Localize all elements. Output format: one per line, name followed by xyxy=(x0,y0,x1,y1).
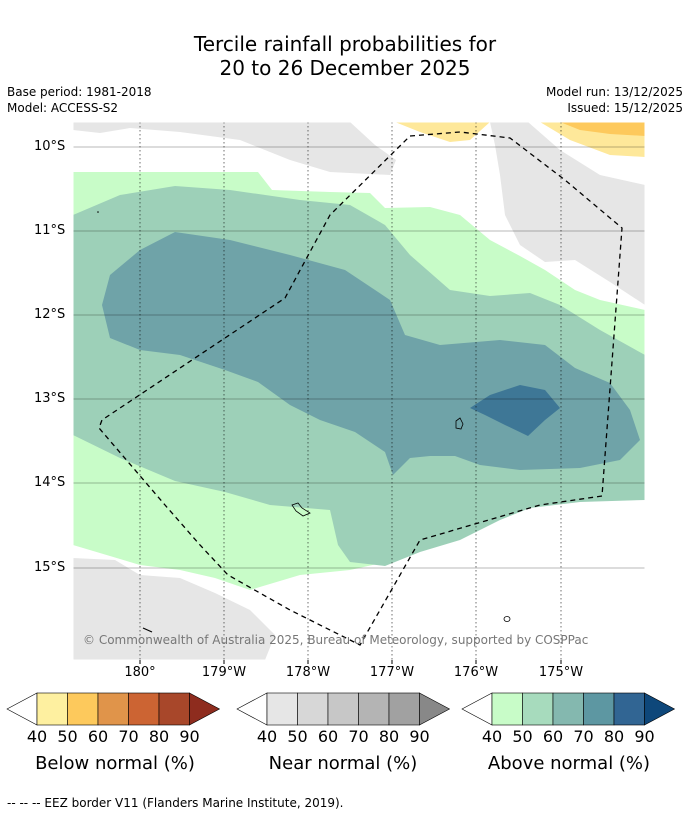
colorbar-above-tick: 90 xyxy=(634,727,655,746)
colorbar-near-min-extend xyxy=(236,692,268,726)
colorbar-above-segment xyxy=(522,692,554,726)
colorbar-above xyxy=(461,692,676,726)
lat-label-15s: 15°S xyxy=(34,560,66,575)
lat-label-11s: 11°S xyxy=(34,223,66,238)
lon-label-175w: 175°W xyxy=(538,665,584,680)
colorbar-below xyxy=(6,692,221,726)
near-normal-region-bottom-left xyxy=(73,558,275,660)
model-run: Model run: 13/12/2025 xyxy=(545,85,683,99)
colorbar-near-segment xyxy=(419,692,451,726)
colorbar-near-segment xyxy=(266,692,298,726)
island-c xyxy=(503,616,511,622)
colorbar-below-tick: 50 xyxy=(57,727,78,746)
colorbar-near-tick: 60 xyxy=(317,727,339,746)
island-e xyxy=(97,211,99,213)
lat-label-12s: 12°S xyxy=(34,307,66,322)
lon-label-178w: 178°W xyxy=(285,665,331,680)
colorbar-near-tick: 40 xyxy=(256,727,278,746)
colorbar-near-segment xyxy=(388,692,420,726)
colorbar-above-tick: 80 xyxy=(603,727,625,746)
lon-tick-marks xyxy=(139,660,562,664)
colorbar-below-tick: 80 xyxy=(148,727,170,746)
colorbar-below-segment xyxy=(97,692,129,726)
copyright-notice: © Commonwealth of Australia 2025, Bureau… xyxy=(83,633,589,647)
colorbar-above-tick: 70 xyxy=(573,727,594,746)
colorbar-near-label: Near normal (%) xyxy=(268,753,418,774)
lat-label-14s: 14°S xyxy=(34,475,66,490)
lon-label-177w: 177°W xyxy=(369,665,415,680)
colorbar-near-segment xyxy=(358,692,390,726)
colorbar-below-min-extend xyxy=(6,692,38,726)
colorbar-below-segment xyxy=(67,692,99,726)
lon-label-176w: 176°W xyxy=(453,665,499,680)
colorbar-above-tick: 60 xyxy=(542,727,564,746)
colorbar-above-segment xyxy=(552,692,584,726)
colorbar-near-tick: 70 xyxy=(348,727,369,746)
colorbar-above-segment xyxy=(613,692,645,726)
colorbar-near-tick: 90 xyxy=(409,727,430,746)
colorbar-below-segment xyxy=(128,692,160,726)
model-name: Model: ACCESS-S2 xyxy=(7,101,119,115)
island-a xyxy=(455,417,464,430)
colorbar-above-segment xyxy=(644,692,676,726)
colorbar-near-segment xyxy=(327,692,359,726)
lat-gridlines xyxy=(73,146,645,569)
colorbar-above-tick: 40 xyxy=(481,727,503,746)
colorbar-above-label: Above normal (%) xyxy=(487,753,651,774)
colorbar-below-label: Below normal (%) xyxy=(35,753,195,774)
colorbar-below-tick: 60 xyxy=(87,727,109,746)
colorbar-below-segment xyxy=(36,692,68,726)
colorbar-below-tick: 90 xyxy=(179,727,200,746)
eez-footnote: -- -- -- EEZ border V11 (Flanders Marine… xyxy=(7,796,344,810)
colorbar-below-segment xyxy=(158,692,190,726)
colorbar-near-tick: 80 xyxy=(378,727,400,746)
map-title-line2: 20 to 26 December 2025 xyxy=(219,56,471,80)
near-normal-region-top-left xyxy=(73,122,396,175)
issued-date: Issued: 15/12/2025 xyxy=(567,101,683,115)
lon-label-180: 180° xyxy=(124,665,156,680)
island-d xyxy=(142,627,153,633)
below-normal-region-top xyxy=(395,122,645,157)
colorbar-above-segment xyxy=(583,692,615,726)
colorbar-above-tick: 50 xyxy=(512,727,533,746)
colorbar-near-tick: 50 xyxy=(287,727,308,746)
colorbars xyxy=(6,692,676,726)
island-b xyxy=(291,502,311,517)
colorbar-above-min-extend xyxy=(461,692,493,726)
below-normal-50-region-top xyxy=(560,122,645,136)
lat-label-13s: 13°S xyxy=(34,391,66,406)
colorbar-near xyxy=(236,692,451,726)
map-title-line1: Tercile rainfall probabilities for xyxy=(193,32,497,56)
base-period: Base period: 1981-2018 xyxy=(7,85,152,99)
lat-label-10s: 10°S xyxy=(34,139,66,154)
lon-gridlines xyxy=(139,122,562,660)
colorbar-below-segment xyxy=(189,692,221,726)
colorbar-near-segment xyxy=(297,692,329,726)
colorbar-below-tick: 40 xyxy=(26,727,48,746)
lon-label-179w: 179°W xyxy=(201,665,247,680)
colorbar-above-segment xyxy=(491,692,523,726)
above-normal-70-region xyxy=(470,385,560,436)
colorbar-below-tick: 70 xyxy=(118,727,139,746)
near-normal-region-right xyxy=(490,122,645,305)
